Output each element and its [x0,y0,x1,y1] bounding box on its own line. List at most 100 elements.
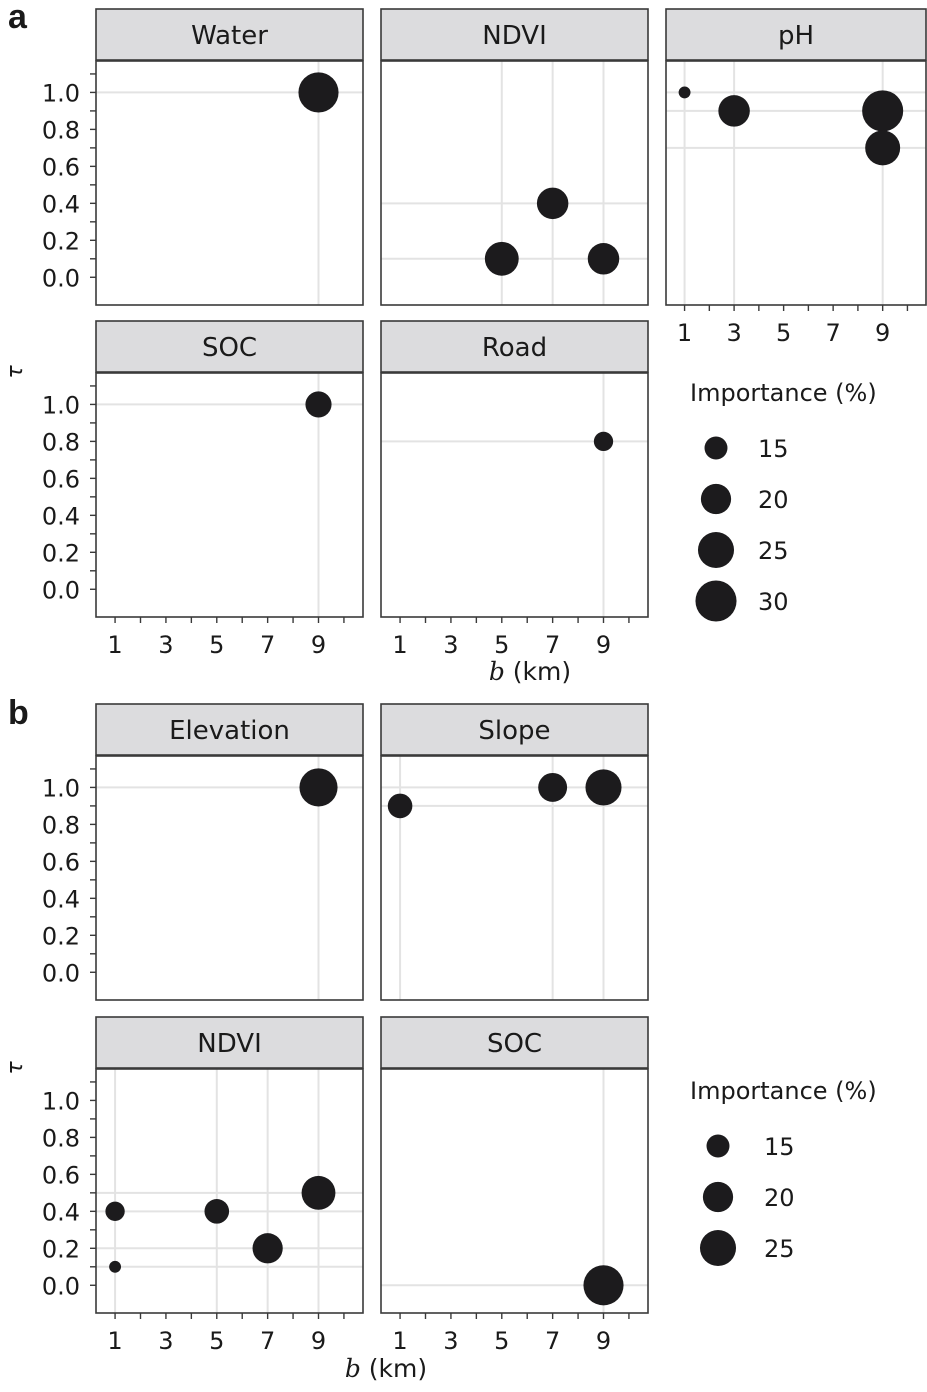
plot-border [380,60,649,306]
y-tick-label: 0.8 [42,1124,80,1152]
facet-elevation: Elevation 0.0 0.2 0.4 0.6 0.8 1.0 [42,703,364,1001]
x-tick-label: 9 [596,1327,611,1355]
data-point [484,241,519,276]
facet-title: Slope [478,716,550,746]
y-tick-label: 0.4 [42,502,80,530]
y-tick-label: 0.6 [42,848,80,876]
plot-border [95,1068,364,1314]
data-point [718,95,750,127]
facet-title: SOC [487,1029,542,1059]
data-point [299,768,338,807]
y-tick-label: 0.0 [42,264,80,292]
data-point [387,793,413,819]
legend-key [706,1134,730,1158]
y-tick-label: 0.0 [42,576,80,604]
facet-ndvi: NDVI [380,8,649,306]
y-axis-title: τ [3,1061,28,1075]
data-point [865,130,901,166]
size-legend: Importance (%) 15 20 25 30 [690,379,877,622]
facet-strip [95,8,364,61]
plot-border [95,60,364,306]
panel-label-a: a [8,0,27,36]
x-tick-label: 7 [545,631,560,659]
plot-area [381,373,648,617]
facet-soc: SOC 1 3 5 7 9 [380,1016,649,1355]
x-tick-label: 1 [107,631,122,659]
legend-label: 15 [758,435,789,463]
legend-key [704,436,728,460]
y-tick-label: 1.0 [42,1087,80,1115]
y-tick-label: 0.6 [42,1161,80,1189]
y-tick-label: 0.0 [42,959,80,987]
x-tick-label: 5 [776,319,791,347]
legend-title: Importance (%) [690,379,877,407]
facet-water: Water 0.0 0.2 0.4 0.6 0.8 1.0 [42,8,364,306]
subfigure-b: Elevation 0.0 0.2 0.4 0.6 0.8 1.0 Slope NDVI 0.0 0… [3,703,877,1383]
data-point [538,772,568,802]
x-tick-label: 9 [311,631,326,659]
data-point [105,1201,125,1221]
facet-strip [380,703,649,756]
y-tick-label: 0.2 [42,227,80,255]
x-tick-label: 3 [158,1327,173,1355]
plot-border [380,1068,649,1314]
y-tick-label: 0.4 [42,1198,80,1226]
y-tick-label: 0.8 [42,116,80,144]
x-axis-title: b (km) [345,1354,427,1383]
facet-strip [95,1016,364,1069]
x-axis-title-unit: (km) [505,657,571,686]
plot-border [665,60,927,306]
facet-title: Road [482,333,547,363]
facet-strip [380,1016,649,1069]
legend-label: 15 [764,1133,795,1161]
size-legend: Importance (%) 15 20 25 [690,1077,877,1267]
data-point [536,187,569,220]
facet-title: NDVI [482,21,546,51]
y-tick-label: 0.6 [42,465,80,493]
x-tick-label: 3 [158,631,173,659]
panel-label-b: b [8,694,29,732]
data-point [583,1265,624,1306]
legend-key [695,580,737,622]
y-tick-label: 0.0 [42,1272,80,1300]
legend-label: 25 [758,537,789,565]
x-tick-label: 3 [726,319,741,347]
facet-strip [380,320,649,373]
y-tick-label: 0.6 [42,153,80,181]
y-tick-label: 0.2 [42,922,80,950]
y-tick-label: 0.2 [42,539,80,567]
plot-border [380,372,649,618]
data-point [298,72,339,113]
facet-road: Road 1 3 5 7 9 [380,320,649,659]
plot-border [95,372,364,618]
data-point [301,1175,336,1210]
x-axis-title-unit: (km) [361,1354,427,1383]
x-tick-label: 1 [107,1327,122,1355]
data-point [252,1233,283,1264]
subfigure-a: Water 0.0 0.2 0.4 0.6 0.8 1.0 NDVI pH 1 3 5 7 9 SOC 0.0… [3,8,927,686]
y-tick-label: 0.4 [42,190,80,218]
data-point [593,431,614,452]
x-tick-label: 5 [209,1327,224,1355]
legend-label: 30 [758,588,789,616]
x-tick-label: 5 [494,1327,509,1355]
x-tick-label: 7 [545,1327,560,1355]
legend-key [699,1229,737,1267]
x-axis-title: b (km) [489,657,571,686]
legend-key [702,1181,734,1213]
x-tick-label: 9 [311,1327,326,1355]
x-tick-label: 5 [494,631,509,659]
x-tick-label: 7 [826,319,841,347]
y-tick-label: 0.4 [42,885,80,913]
x-tick-label: 7 [260,1327,275,1355]
data-point [678,86,691,99]
data-point [585,769,622,806]
facet-strip [95,703,364,756]
legend-title: Importance (%) [690,1077,877,1105]
facet-ph: pH 1 3 5 7 9 [665,8,927,347]
x-axis-title-symbol: b [345,1354,361,1383]
y-tick-label: 0.2 [42,1235,80,1263]
facet-title: SOC [202,333,257,363]
data-point [204,1199,230,1224]
